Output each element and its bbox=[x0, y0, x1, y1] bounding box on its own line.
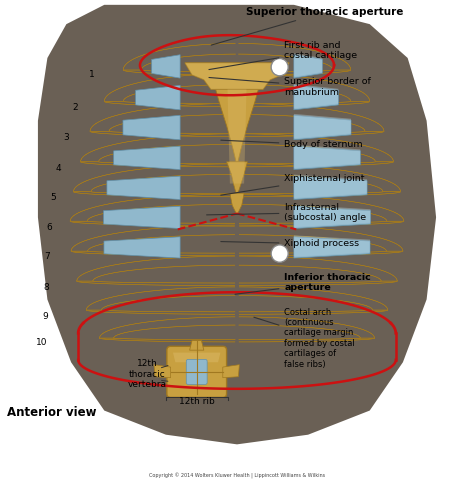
Polygon shape bbox=[239, 194, 404, 226]
Text: Xiphisternal joint: Xiphisternal joint bbox=[221, 174, 365, 195]
Polygon shape bbox=[294, 205, 371, 227]
Polygon shape bbox=[238, 45, 343, 65]
Polygon shape bbox=[104, 73, 236, 106]
Polygon shape bbox=[294, 55, 322, 78]
Polygon shape bbox=[100, 105, 235, 126]
Text: 12th rib: 12th rib bbox=[179, 398, 215, 406]
Text: 5: 5 bbox=[50, 193, 56, 202]
Text: Xiphoid process: Xiphoid process bbox=[221, 240, 359, 248]
Polygon shape bbox=[239, 256, 397, 285]
Text: 12th
thoracic
vertebra: 12th thoracic vertebra bbox=[128, 359, 166, 389]
Polygon shape bbox=[82, 227, 235, 246]
Polygon shape bbox=[90, 103, 235, 136]
Polygon shape bbox=[91, 135, 235, 156]
Text: Infrasternal
(subcostal) angle: Infrasternal (subcostal) angle bbox=[207, 203, 366, 222]
Polygon shape bbox=[239, 105, 374, 126]
Text: 6: 6 bbox=[46, 223, 52, 231]
FancyBboxPatch shape bbox=[167, 346, 227, 398]
Polygon shape bbox=[239, 103, 384, 136]
Polygon shape bbox=[77, 256, 235, 285]
Polygon shape bbox=[223, 365, 239, 378]
Text: Body of sternum: Body of sternum bbox=[221, 140, 363, 149]
Polygon shape bbox=[239, 318, 365, 334]
Polygon shape bbox=[81, 134, 235, 167]
Polygon shape bbox=[123, 115, 180, 140]
Polygon shape bbox=[239, 135, 383, 156]
Text: 9: 9 bbox=[43, 312, 48, 321]
Polygon shape bbox=[173, 353, 220, 362]
Polygon shape bbox=[294, 176, 367, 199]
Polygon shape bbox=[152, 55, 180, 78]
Polygon shape bbox=[70, 194, 235, 226]
Text: 4: 4 bbox=[56, 164, 62, 172]
Polygon shape bbox=[294, 206, 371, 228]
Polygon shape bbox=[239, 165, 390, 186]
Text: Costal arch
(continuous
cartilage margin
formed by costal
cartilages of
false ri: Costal arch (continuous cartilage margin… bbox=[254, 308, 355, 369]
Polygon shape bbox=[136, 85, 180, 110]
Text: Anterior view: Anterior view bbox=[7, 407, 97, 419]
Text: 7: 7 bbox=[44, 253, 50, 261]
Polygon shape bbox=[239, 257, 387, 276]
Text: Superior thoracic aperture: Superior thoracic aperture bbox=[211, 7, 404, 45]
Polygon shape bbox=[239, 225, 403, 256]
Polygon shape bbox=[81, 196, 235, 215]
Polygon shape bbox=[239, 134, 393, 167]
Text: 3: 3 bbox=[63, 133, 69, 142]
Polygon shape bbox=[294, 175, 367, 198]
Polygon shape bbox=[238, 317, 374, 342]
Polygon shape bbox=[294, 145, 360, 168]
Polygon shape bbox=[154, 365, 171, 378]
Polygon shape bbox=[107, 176, 180, 199]
Polygon shape bbox=[190, 341, 204, 350]
Polygon shape bbox=[38, 5, 436, 444]
Polygon shape bbox=[239, 287, 388, 314]
Polygon shape bbox=[238, 73, 370, 106]
Polygon shape bbox=[103, 206, 180, 228]
Polygon shape bbox=[104, 237, 180, 258]
Polygon shape bbox=[228, 89, 246, 184]
Polygon shape bbox=[230, 193, 244, 215]
Polygon shape bbox=[109, 318, 235, 334]
Polygon shape bbox=[73, 164, 235, 197]
Polygon shape bbox=[238, 43, 351, 75]
Polygon shape bbox=[113, 75, 235, 96]
Polygon shape bbox=[71, 225, 235, 256]
FancyBboxPatch shape bbox=[186, 359, 207, 384]
Polygon shape bbox=[294, 235, 370, 256]
Text: 1: 1 bbox=[89, 71, 95, 79]
Text: 8: 8 bbox=[43, 283, 49, 292]
Polygon shape bbox=[239, 164, 401, 197]
Polygon shape bbox=[185, 63, 289, 89]
Polygon shape bbox=[294, 146, 360, 170]
Circle shape bbox=[271, 58, 288, 76]
Polygon shape bbox=[185, 63, 289, 89]
Polygon shape bbox=[239, 288, 378, 305]
Polygon shape bbox=[294, 237, 370, 258]
Polygon shape bbox=[239, 75, 361, 96]
Polygon shape bbox=[123, 43, 236, 75]
Circle shape bbox=[271, 245, 288, 262]
Polygon shape bbox=[100, 317, 236, 342]
Polygon shape bbox=[216, 89, 258, 162]
Polygon shape bbox=[294, 53, 322, 77]
Text: 10: 10 bbox=[36, 339, 47, 347]
Polygon shape bbox=[131, 45, 236, 65]
Polygon shape bbox=[84, 165, 235, 186]
Polygon shape bbox=[294, 85, 338, 110]
Polygon shape bbox=[239, 196, 393, 215]
Text: Copyright © 2014 Wolters Kluwer Health | Lippincott Williams & Wilkins: Copyright © 2014 Wolters Kluwer Health |… bbox=[149, 473, 325, 479]
Polygon shape bbox=[294, 84, 338, 108]
Polygon shape bbox=[227, 162, 247, 193]
Polygon shape bbox=[239, 227, 392, 246]
Polygon shape bbox=[96, 288, 235, 305]
Text: 2: 2 bbox=[73, 103, 78, 112]
Polygon shape bbox=[86, 287, 235, 314]
Text: Superior border of
manubrium: Superior border of manubrium bbox=[209, 77, 371, 97]
Text: Inferior thoracic
aperture: Inferior thoracic aperture bbox=[235, 273, 371, 294]
Polygon shape bbox=[114, 146, 180, 170]
Polygon shape bbox=[294, 114, 351, 138]
Polygon shape bbox=[294, 115, 351, 140]
Polygon shape bbox=[87, 257, 235, 276]
Text: First rib and
costal cartilage: First rib and costal cartilage bbox=[209, 41, 357, 70]
